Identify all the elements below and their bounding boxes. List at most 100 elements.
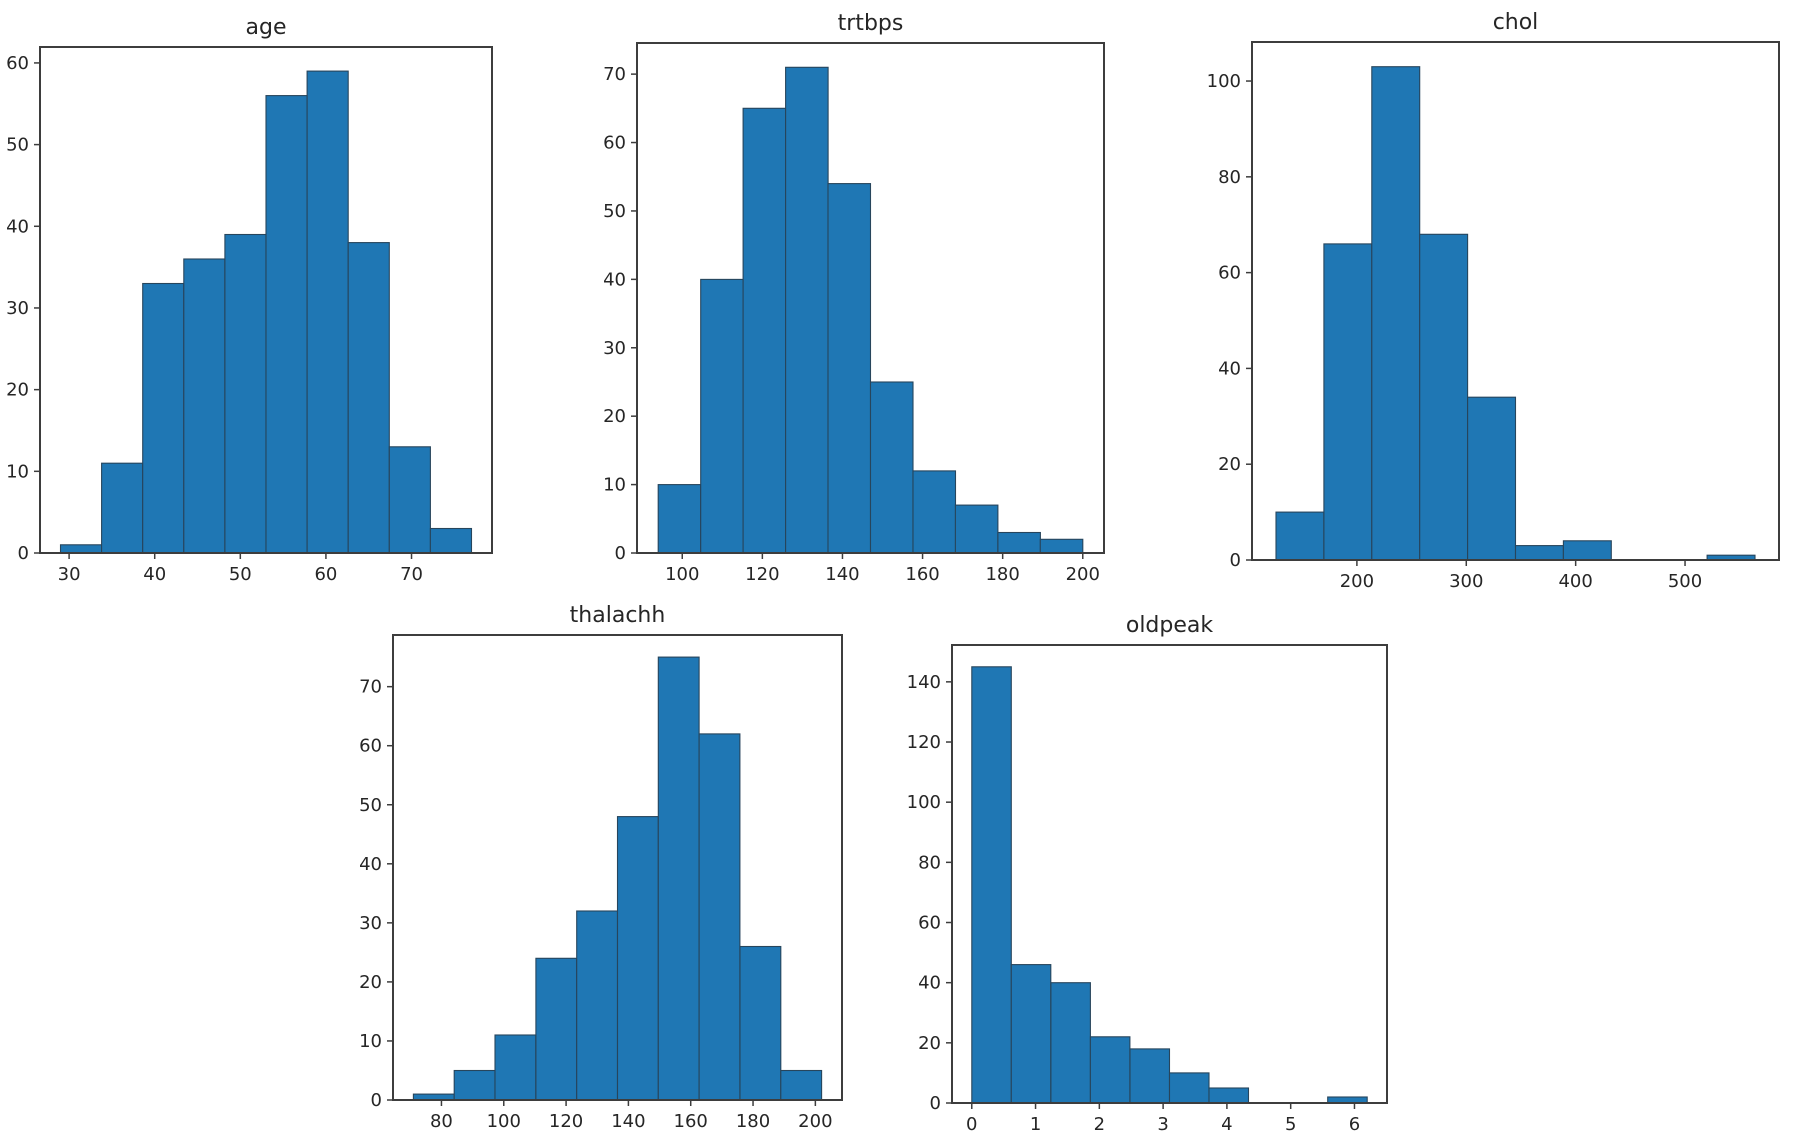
axes-spine bbox=[636, 42, 1105, 554]
x-tick-label: 180 bbox=[736, 1111, 770, 1132]
histogram-bar bbox=[388, 446, 431, 554]
histogram-bar bbox=[971, 666, 1012, 1104]
y-tick-label: 30 bbox=[603, 338, 626, 359]
histogram-bar bbox=[698, 733, 741, 1101]
histogram-bar bbox=[954, 504, 999, 554]
y-tick-label: 20 bbox=[1218, 454, 1241, 475]
x-tick-label: 40 bbox=[143, 564, 166, 585]
histogram-bar bbox=[1562, 540, 1612, 561]
histogram-bar bbox=[265, 95, 308, 554]
y-tick-label: 50 bbox=[603, 201, 626, 222]
subplot-chol: chol 200 300 400 500 0 20 40 60 80 100 bbox=[1207, 10, 1780, 592]
x-tick-label: 1 bbox=[1030, 1114, 1041, 1135]
histogram-bar bbox=[700, 278, 744, 554]
y-tick-label: 0 bbox=[18, 543, 29, 564]
histogram-bar bbox=[1371, 66, 1421, 561]
x-tick-label: 80 bbox=[430, 1111, 453, 1132]
histogram-bar bbox=[494, 1034, 537, 1101]
histogram-bar bbox=[429, 527, 473, 554]
x-tick-label: 300 bbox=[1449, 571, 1483, 592]
axes-spine bbox=[1251, 41, 1780, 561]
chart-title-age: age bbox=[246, 15, 287, 40]
histogram-bar bbox=[576, 910, 619, 1101]
x-tick-label: 5 bbox=[1285, 1114, 1296, 1135]
y-tick-label: 60 bbox=[6, 53, 29, 74]
y-tick-label: 30 bbox=[359, 913, 382, 934]
histogram-bar bbox=[1010, 964, 1052, 1104]
histogram-bar bbox=[59, 544, 103, 554]
y-tick-label: 40 bbox=[603, 269, 626, 290]
y-tick-label: 0 bbox=[1230, 550, 1241, 571]
histogram-bar bbox=[306, 70, 349, 554]
y-tick-label: 60 bbox=[1218, 263, 1241, 284]
histogram-bar bbox=[1208, 1087, 1250, 1104]
x-tick-label: 180 bbox=[985, 564, 1019, 585]
y-tick-label: 120 bbox=[907, 732, 941, 753]
x-tick-label: 6 bbox=[1349, 1114, 1360, 1135]
chart-title-thalachh: thalachh bbox=[570, 603, 666, 628]
histogram-bar bbox=[1419, 233, 1469, 561]
chart-title-oldpeak: oldpeak bbox=[1126, 613, 1214, 638]
x-tick-label: 0 bbox=[966, 1114, 977, 1135]
x-tick-label: 4 bbox=[1221, 1114, 1232, 1135]
x-tick-label: 140 bbox=[825, 564, 859, 585]
histogram-bar bbox=[1050, 982, 1091, 1104]
histogram-bar bbox=[183, 258, 226, 554]
y-tick-label: 60 bbox=[359, 736, 382, 757]
y-tick-label: 40 bbox=[6, 216, 29, 237]
y-tick-label: 0 bbox=[371, 1090, 382, 1111]
histogram-bar bbox=[224, 233, 267, 554]
subplot-thalachh: thalachh 80 100 120 140 160 180 200 0 10 20 30 40 50… bbox=[359, 603, 843, 1132]
histogram-bar bbox=[453, 1069, 496, 1101]
y-tick-label: 20 bbox=[359, 972, 382, 993]
histogram-bar bbox=[997, 531, 1041, 554]
y-tick-label: 100 bbox=[1207, 71, 1241, 92]
histogram-bar bbox=[1323, 243, 1373, 561]
y-tick-label: 0 bbox=[615, 543, 626, 564]
subplot-trtbps: trtbps 100 120 140 160 180 200 0 10 20 30 40 50 60 70 bbox=[603, 11, 1105, 585]
histogram-bar bbox=[1275, 511, 1325, 561]
chart-title-chol: chol bbox=[1493, 10, 1539, 35]
y-tick-label: 40 bbox=[918, 973, 941, 994]
histogram-bar bbox=[1129, 1048, 1171, 1104]
y-tick-label: 20 bbox=[6, 380, 29, 401]
y-tick-label: 70 bbox=[359, 677, 382, 698]
histogram-bar bbox=[657, 484, 702, 554]
x-tick-label: 50 bbox=[229, 564, 252, 585]
x-tick-label: 500 bbox=[1668, 571, 1702, 592]
histogram-bar bbox=[780, 1069, 823, 1101]
histogram-bar bbox=[1467, 396, 1517, 561]
y-tick-label: 100 bbox=[907, 792, 941, 813]
x-tick-label: 160 bbox=[905, 564, 939, 585]
y-tick-label: 50 bbox=[359, 795, 382, 816]
y-tick-label: 10 bbox=[603, 475, 626, 496]
axes-spine bbox=[39, 46, 493, 554]
y-tick-label: 40 bbox=[359, 854, 382, 875]
histogram-bar bbox=[869, 381, 914, 554]
x-tick-label: 200 bbox=[798, 1111, 832, 1132]
y-tick-label: 80 bbox=[918, 852, 941, 873]
histogram-bar bbox=[616, 816, 659, 1101]
y-tick-label: 20 bbox=[918, 1033, 941, 1054]
x-tick-label: 120 bbox=[745, 564, 779, 585]
y-tick-label: 40 bbox=[1218, 358, 1241, 379]
histogram-bar bbox=[1168, 1072, 1210, 1104]
y-tick-label: 50 bbox=[6, 135, 29, 156]
y-tick-label: 20 bbox=[603, 406, 626, 427]
y-tick-label: 80 bbox=[1218, 167, 1241, 188]
y-tick-label: 60 bbox=[603, 133, 626, 154]
histogram-bar bbox=[101, 462, 144, 554]
y-tick-label: 60 bbox=[918, 913, 941, 934]
x-tick-label: 140 bbox=[611, 1111, 645, 1132]
histogram-bar bbox=[1089, 1036, 1131, 1104]
histogram-bar bbox=[657, 656, 700, 1101]
y-tick-label: 70 bbox=[603, 64, 626, 85]
histogram-bar bbox=[1514, 545, 1564, 561]
chart-title-trtbps: trtbps bbox=[838, 11, 904, 36]
histogram-bar bbox=[739, 945, 782, 1101]
y-tick-label: 10 bbox=[359, 1031, 382, 1052]
axes-spine bbox=[392, 634, 843, 1101]
x-tick-label: 120 bbox=[549, 1111, 583, 1132]
